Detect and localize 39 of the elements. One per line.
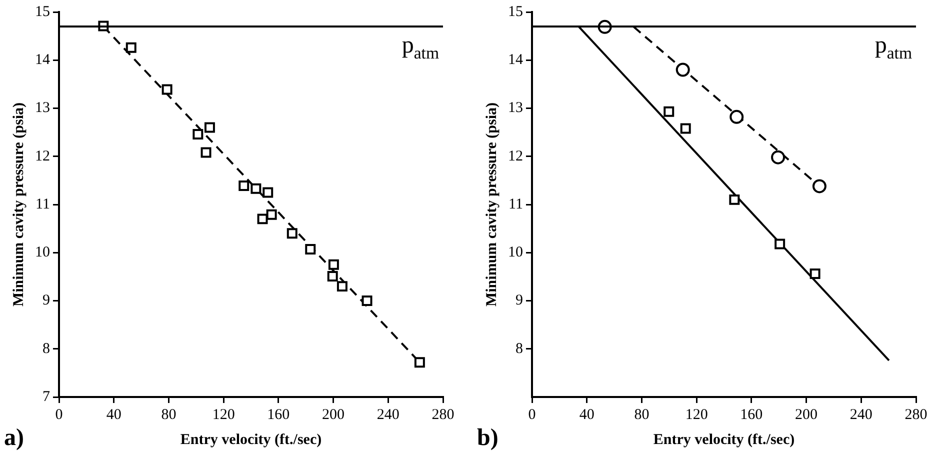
x-tick-label: 80 (161, 406, 176, 423)
y-tick-label: 11 (36, 196, 50, 212)
x-tick-label: 240 (376, 406, 400, 423)
y-tick-label: 15 (508, 4, 523, 20)
y-axis-title: Minimum cavity pressure (psia) (484, 102, 500, 307)
y-tick-label: 12 (508, 148, 523, 164)
y-tick-label: 11 (508, 196, 523, 212)
y-tick-label: 15 (35, 4, 50, 20)
y-tick-label: 8 (42, 340, 50, 357)
x-tick-label: 160 (267, 406, 290, 423)
y-tick-label: 14 (508, 52, 524, 68)
text: b) (477, 425, 498, 452)
x-tick-label: 0 (55, 406, 63, 423)
x-tick-label: 120 (212, 406, 235, 423)
x-axis-title: Entry velocity (ft./sec) (180, 432, 322, 448)
y-tick-label: 10 (508, 244, 523, 261)
x-tick-label: 160 (740, 406, 763, 423)
x-tick-label: 280 (904, 406, 928, 423)
text: a) (4, 425, 24, 452)
y-tick-label: 8 (516, 340, 523, 357)
x-tick-label: 80 (634, 406, 650, 423)
x-tick-label: 40 (579, 406, 594, 423)
x-tick-label: 240 (850, 406, 872, 423)
x-tick-label: 40 (106, 406, 122, 423)
y-tick-label: 13 (35, 100, 50, 116)
x-tick-label: 200 (795, 406, 818, 423)
x-tick-label: 0 (528, 406, 536, 423)
y-tick-label: 14 (35, 52, 50, 68)
y-tick-label: 7 (42, 388, 50, 405)
y-tick-label: 9 (42, 292, 50, 309)
y-axis-title: Minimum cavity pressure (psia) (10, 102, 27, 307)
x-tick-label: 120 (685, 406, 708, 423)
y-tick-label: 10 (35, 244, 50, 261)
x-tick-label: 200 (322, 406, 345, 423)
x-axis-title: Entry velocity (ft./sec) (653, 432, 795, 448)
y-tick-label: 9 (516, 292, 523, 309)
y-tick-label: 12 (35, 148, 50, 164)
y-tick-label: 13 (508, 100, 523, 116)
x-tick-label: 280 (432, 406, 454, 423)
